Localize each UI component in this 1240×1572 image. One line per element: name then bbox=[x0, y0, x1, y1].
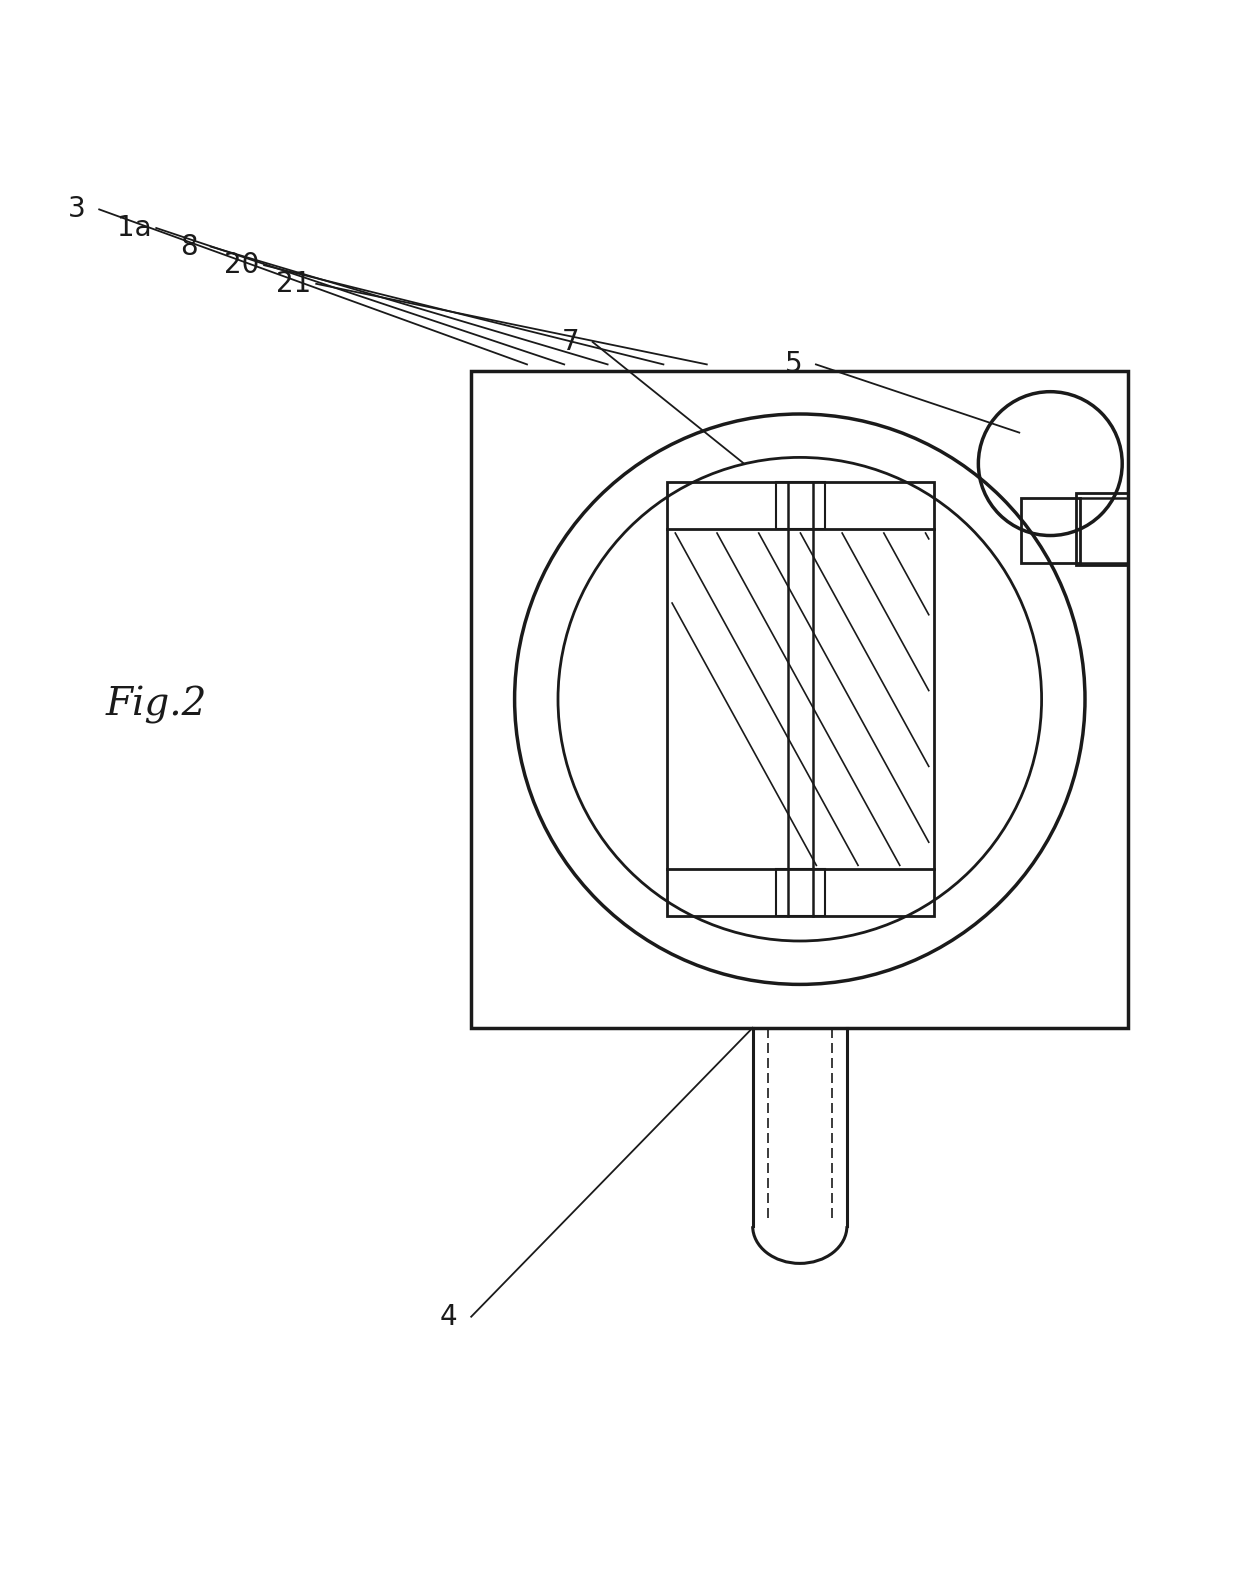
Bar bbox=[471, 371, 1128, 1028]
Text: Fig.2: Fig.2 bbox=[105, 687, 207, 725]
Text: 5: 5 bbox=[785, 351, 802, 379]
Bar bbox=[1021, 498, 1080, 563]
Text: 1a: 1a bbox=[117, 214, 151, 242]
Bar bbox=[776, 483, 826, 530]
Text: 4: 4 bbox=[440, 1303, 458, 1331]
Text: 21: 21 bbox=[277, 270, 311, 297]
Bar bbox=[776, 869, 826, 916]
Text: 20: 20 bbox=[224, 252, 259, 280]
Text: 8: 8 bbox=[180, 233, 197, 261]
Bar bbox=[1076, 494, 1128, 566]
Bar bbox=[667, 483, 934, 916]
Text: 7: 7 bbox=[562, 329, 579, 357]
Text: 3: 3 bbox=[68, 195, 86, 223]
